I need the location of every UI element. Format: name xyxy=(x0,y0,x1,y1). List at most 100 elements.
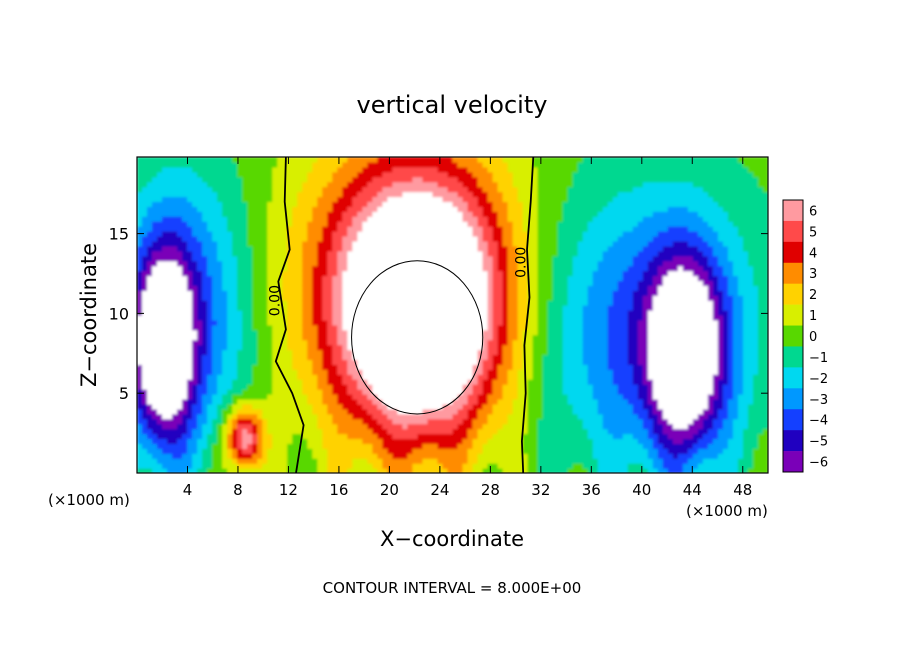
heatmap-cell xyxy=(347,329,353,336)
heatmap-cell xyxy=(142,423,148,430)
heatmap-cell xyxy=(437,250,444,257)
heatmap-cell xyxy=(367,389,373,395)
heatmap-cell xyxy=(462,191,469,198)
heatmap-cell xyxy=(202,344,208,351)
heatmap-cell xyxy=(487,453,494,459)
heatmap-cell xyxy=(322,157,328,163)
heatmap-cell xyxy=(357,389,363,395)
heatmap-cell xyxy=(217,389,223,395)
heatmap-cell xyxy=(292,176,298,183)
heatmap-cell xyxy=(407,196,414,203)
heatmap-cell xyxy=(467,428,474,435)
heatmap-cell xyxy=(462,171,469,178)
heatmap-cell xyxy=(187,398,193,405)
heatmap-cell xyxy=(262,334,268,341)
heatmap-cell xyxy=(327,181,333,188)
heatmap-cell xyxy=(262,329,268,336)
heatmap-cell xyxy=(452,374,459,380)
heatmap-cell xyxy=(312,453,318,459)
heatmap-cell xyxy=(487,176,494,183)
heatmap-cell xyxy=(522,423,529,430)
heatmap-cell xyxy=(267,408,273,415)
heatmap-cell xyxy=(497,339,504,346)
heatmap-cell xyxy=(282,428,288,435)
heatmap-cell xyxy=(207,359,213,365)
heatmap-cell xyxy=(437,226,444,232)
heatmap-cell xyxy=(432,403,439,410)
heatmap-cell xyxy=(267,403,273,410)
heatmap-cell xyxy=(337,221,343,227)
heatmap-cell xyxy=(382,221,388,227)
heatmap-cell xyxy=(512,265,519,272)
heatmap-cell xyxy=(417,398,424,405)
heatmap-cell xyxy=(402,201,409,207)
heatmap-cell xyxy=(252,413,258,420)
heatmap-cell xyxy=(457,458,464,464)
heatmap-cell xyxy=(507,265,514,272)
heatmap-cell xyxy=(152,157,158,163)
heatmap-cell xyxy=(502,245,509,252)
heatmap-cell xyxy=(242,315,248,321)
heatmap-cell xyxy=(247,265,253,272)
heatmap-cell xyxy=(437,260,444,267)
heatmap-cell xyxy=(487,186,494,193)
heatmap-cell xyxy=(222,394,228,400)
heatmap-cell xyxy=(147,458,153,464)
heatmap-cell xyxy=(192,295,198,301)
heatmap-cell xyxy=(437,349,444,356)
heatmap-cell xyxy=(377,221,383,227)
heatmap-cell xyxy=(337,157,343,163)
heatmap-cell xyxy=(347,349,353,356)
heatmap-cell xyxy=(392,300,399,306)
heatmap-cell xyxy=(222,211,228,217)
heatmap-cell xyxy=(377,285,383,291)
heatmap-cell xyxy=(307,453,313,459)
heatmap-cell xyxy=(452,364,459,370)
heatmap-cell xyxy=(277,324,283,331)
heatmap-cell xyxy=(342,413,348,420)
heatmap-cell xyxy=(192,226,198,232)
heatmap-cell xyxy=(142,443,148,449)
heatmap-cell xyxy=(482,428,489,435)
heatmap-cell xyxy=(282,344,288,351)
heatmap-cell xyxy=(337,245,343,252)
heatmap-cell xyxy=(442,275,449,282)
heatmap-cell xyxy=(297,359,303,365)
heatmap-cell xyxy=(342,438,348,444)
heatmap-cell xyxy=(227,384,233,390)
heatmap-cell xyxy=(352,191,358,198)
heatmap-cell xyxy=(337,319,343,326)
heatmap-cell xyxy=(462,339,469,346)
heatmap-cell xyxy=(307,324,313,331)
heatmap-cell xyxy=(432,275,439,282)
heatmap-cell xyxy=(242,300,248,306)
heatmap-cell xyxy=(262,324,268,331)
heatmap-cell xyxy=(322,403,328,410)
heatmap-cell xyxy=(357,428,363,435)
heatmap-cell xyxy=(137,379,143,385)
heatmap-cell xyxy=(387,255,394,262)
heatmap-cell xyxy=(172,379,178,385)
heatmap-cell xyxy=(482,413,489,420)
heatmap-cell xyxy=(167,379,173,385)
heatmap-cell xyxy=(432,270,439,277)
heatmap-cell xyxy=(197,349,203,356)
heatmap-cell xyxy=(232,329,238,336)
heatmap-cell xyxy=(332,468,338,473)
heatmap-cell xyxy=(347,226,353,232)
heatmap-cell xyxy=(332,201,338,207)
heatmap-cell xyxy=(367,310,373,316)
heatmap-cell xyxy=(497,285,504,291)
heatmap-cell xyxy=(207,354,213,361)
heatmap-cell xyxy=(152,379,158,385)
heatmap-cell xyxy=(402,236,409,242)
heatmap-cell xyxy=(492,275,499,282)
heatmap-cell xyxy=(497,398,504,405)
heatmap-cell xyxy=(232,364,238,370)
heatmap-cell xyxy=(152,295,158,301)
heatmap-cell xyxy=(222,161,228,168)
heatmap-cell xyxy=(227,359,233,365)
heatmap-cell xyxy=(412,413,419,420)
heatmap-cell xyxy=(417,428,424,435)
heatmap-cell xyxy=(227,280,233,286)
